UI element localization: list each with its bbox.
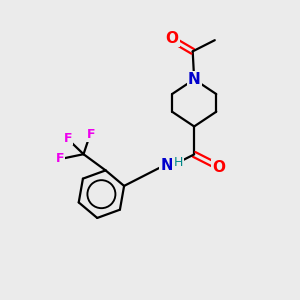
Text: N: N — [160, 158, 173, 173]
Text: F: F — [87, 128, 95, 141]
Text: O: O — [166, 31, 178, 46]
Text: N: N — [188, 72, 200, 87]
Text: F: F — [56, 152, 64, 165]
Text: H: H — [173, 156, 183, 169]
Text: F: F — [64, 131, 73, 145]
Text: O: O — [212, 160, 225, 175]
